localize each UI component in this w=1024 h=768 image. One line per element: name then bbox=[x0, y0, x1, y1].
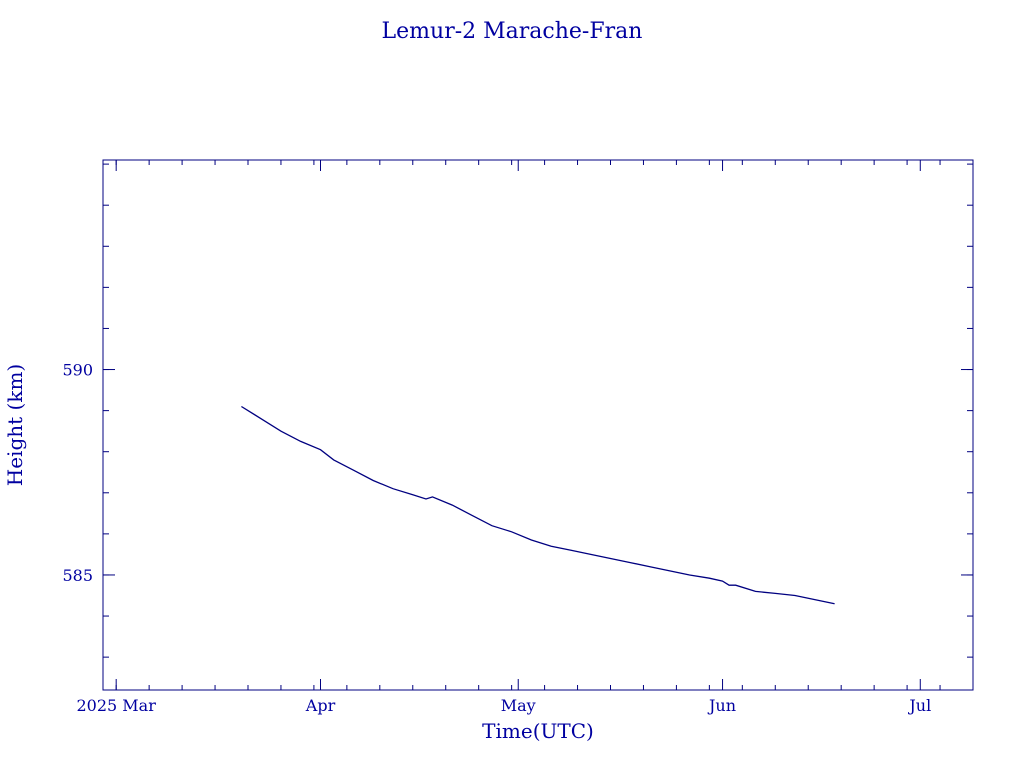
y-axis-label: Height (km) bbox=[3, 364, 27, 486]
y-tick-label: 590 bbox=[62, 361, 93, 380]
plot-frame bbox=[102, 159, 974, 691]
height-series-line bbox=[241, 405, 835, 605]
x-tick-labels: 2025 Mar Apr May Jun Jul bbox=[76, 696, 931, 715]
x-tick-label: 2025 Mar bbox=[76, 696, 156, 715]
minor-ticks bbox=[103, 160, 974, 690]
x-tick-label: Jul bbox=[907, 696, 931, 715]
chart-title: Lemur-2 Marache-Fran bbox=[382, 19, 643, 44]
x-axis-label: Time(UTC) bbox=[482, 719, 594, 743]
x-tick-label: Apr bbox=[305, 696, 336, 715]
x-tick-label: Jun bbox=[707, 696, 736, 715]
y-tick-label: 585 bbox=[62, 566, 93, 585]
y-tick-labels: 585 590 bbox=[62, 361, 93, 585]
x-tick-label: May bbox=[501, 696, 536, 715]
major-ticks bbox=[103, 160, 973, 690]
